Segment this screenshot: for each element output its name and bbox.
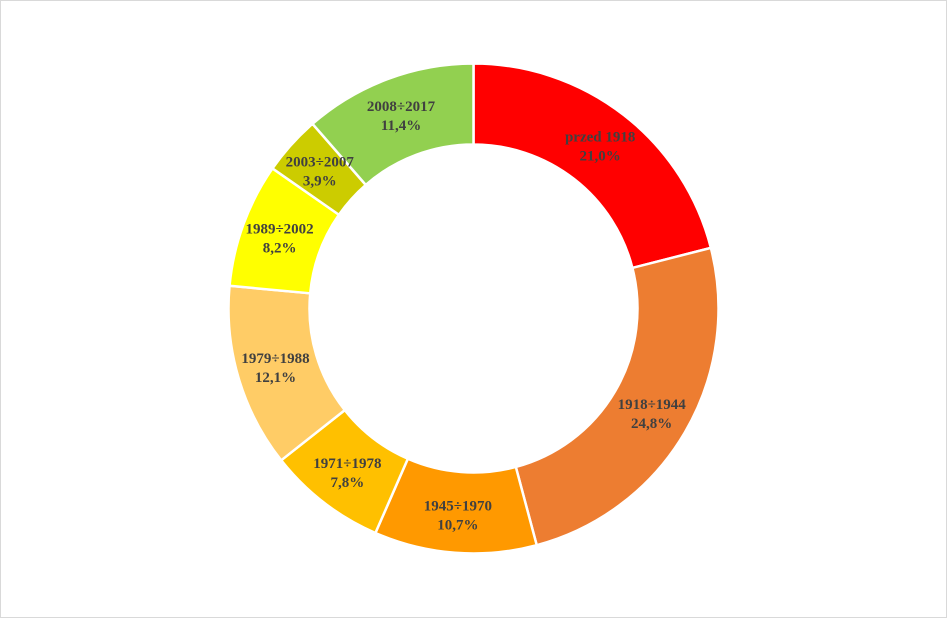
donut-labels: przed 1918 21,0% 1918÷1944 24,8% 1945÷1970 10… [241,99,686,533]
slice-label-6: 1989÷2002 8,2% [245,222,313,257]
slice-label-3: 1945÷1970 10,7% [424,498,492,533]
donut-slice-1 [472,62,713,270]
slice-label-8: 2008÷2017 11,4% [367,99,436,134]
slice-value-label: 21,0% [580,148,621,164]
slice-label-5: 1979÷1988 12,1% [241,351,309,386]
donut-slice-2 [514,246,720,547]
slice-label-2: 1918÷1944 24,8% [618,397,687,432]
slice-label-1: przed 1918 21,0% [565,129,635,164]
slice-value-label: 11,4% [381,118,421,134]
slice-category-label: 1989÷2002 [245,222,313,238]
slice-category-label: 1971÷1978 [313,456,381,472]
slice-value-label: 7,8% [330,475,364,491]
donut-slice-8 [310,62,475,187]
slice-value-label: 3,9% [303,174,337,190]
slice-category-label: 2008÷2017 [367,99,436,115]
slice-value-label: 8,2% [263,241,297,257]
slice-label-7: 2003÷2007 3,9% [286,155,355,190]
slice-label-4: 1971÷1978 7,8% [313,456,381,491]
slice-value-label: 10,7% [437,517,478,533]
slice-category-label: 1918÷1944 [618,397,687,413]
slice-category-label: przed 1918 [565,129,635,145]
slice-value-label: 24,8% [631,416,672,432]
slice-category-label: 1979÷1988 [241,351,309,367]
slice-category-label: 1945÷1970 [424,498,492,514]
slice-category-label: 2003÷2007 [286,155,355,171]
donut-slices [227,62,720,555]
slice-value-label: 12,1% [255,370,296,386]
